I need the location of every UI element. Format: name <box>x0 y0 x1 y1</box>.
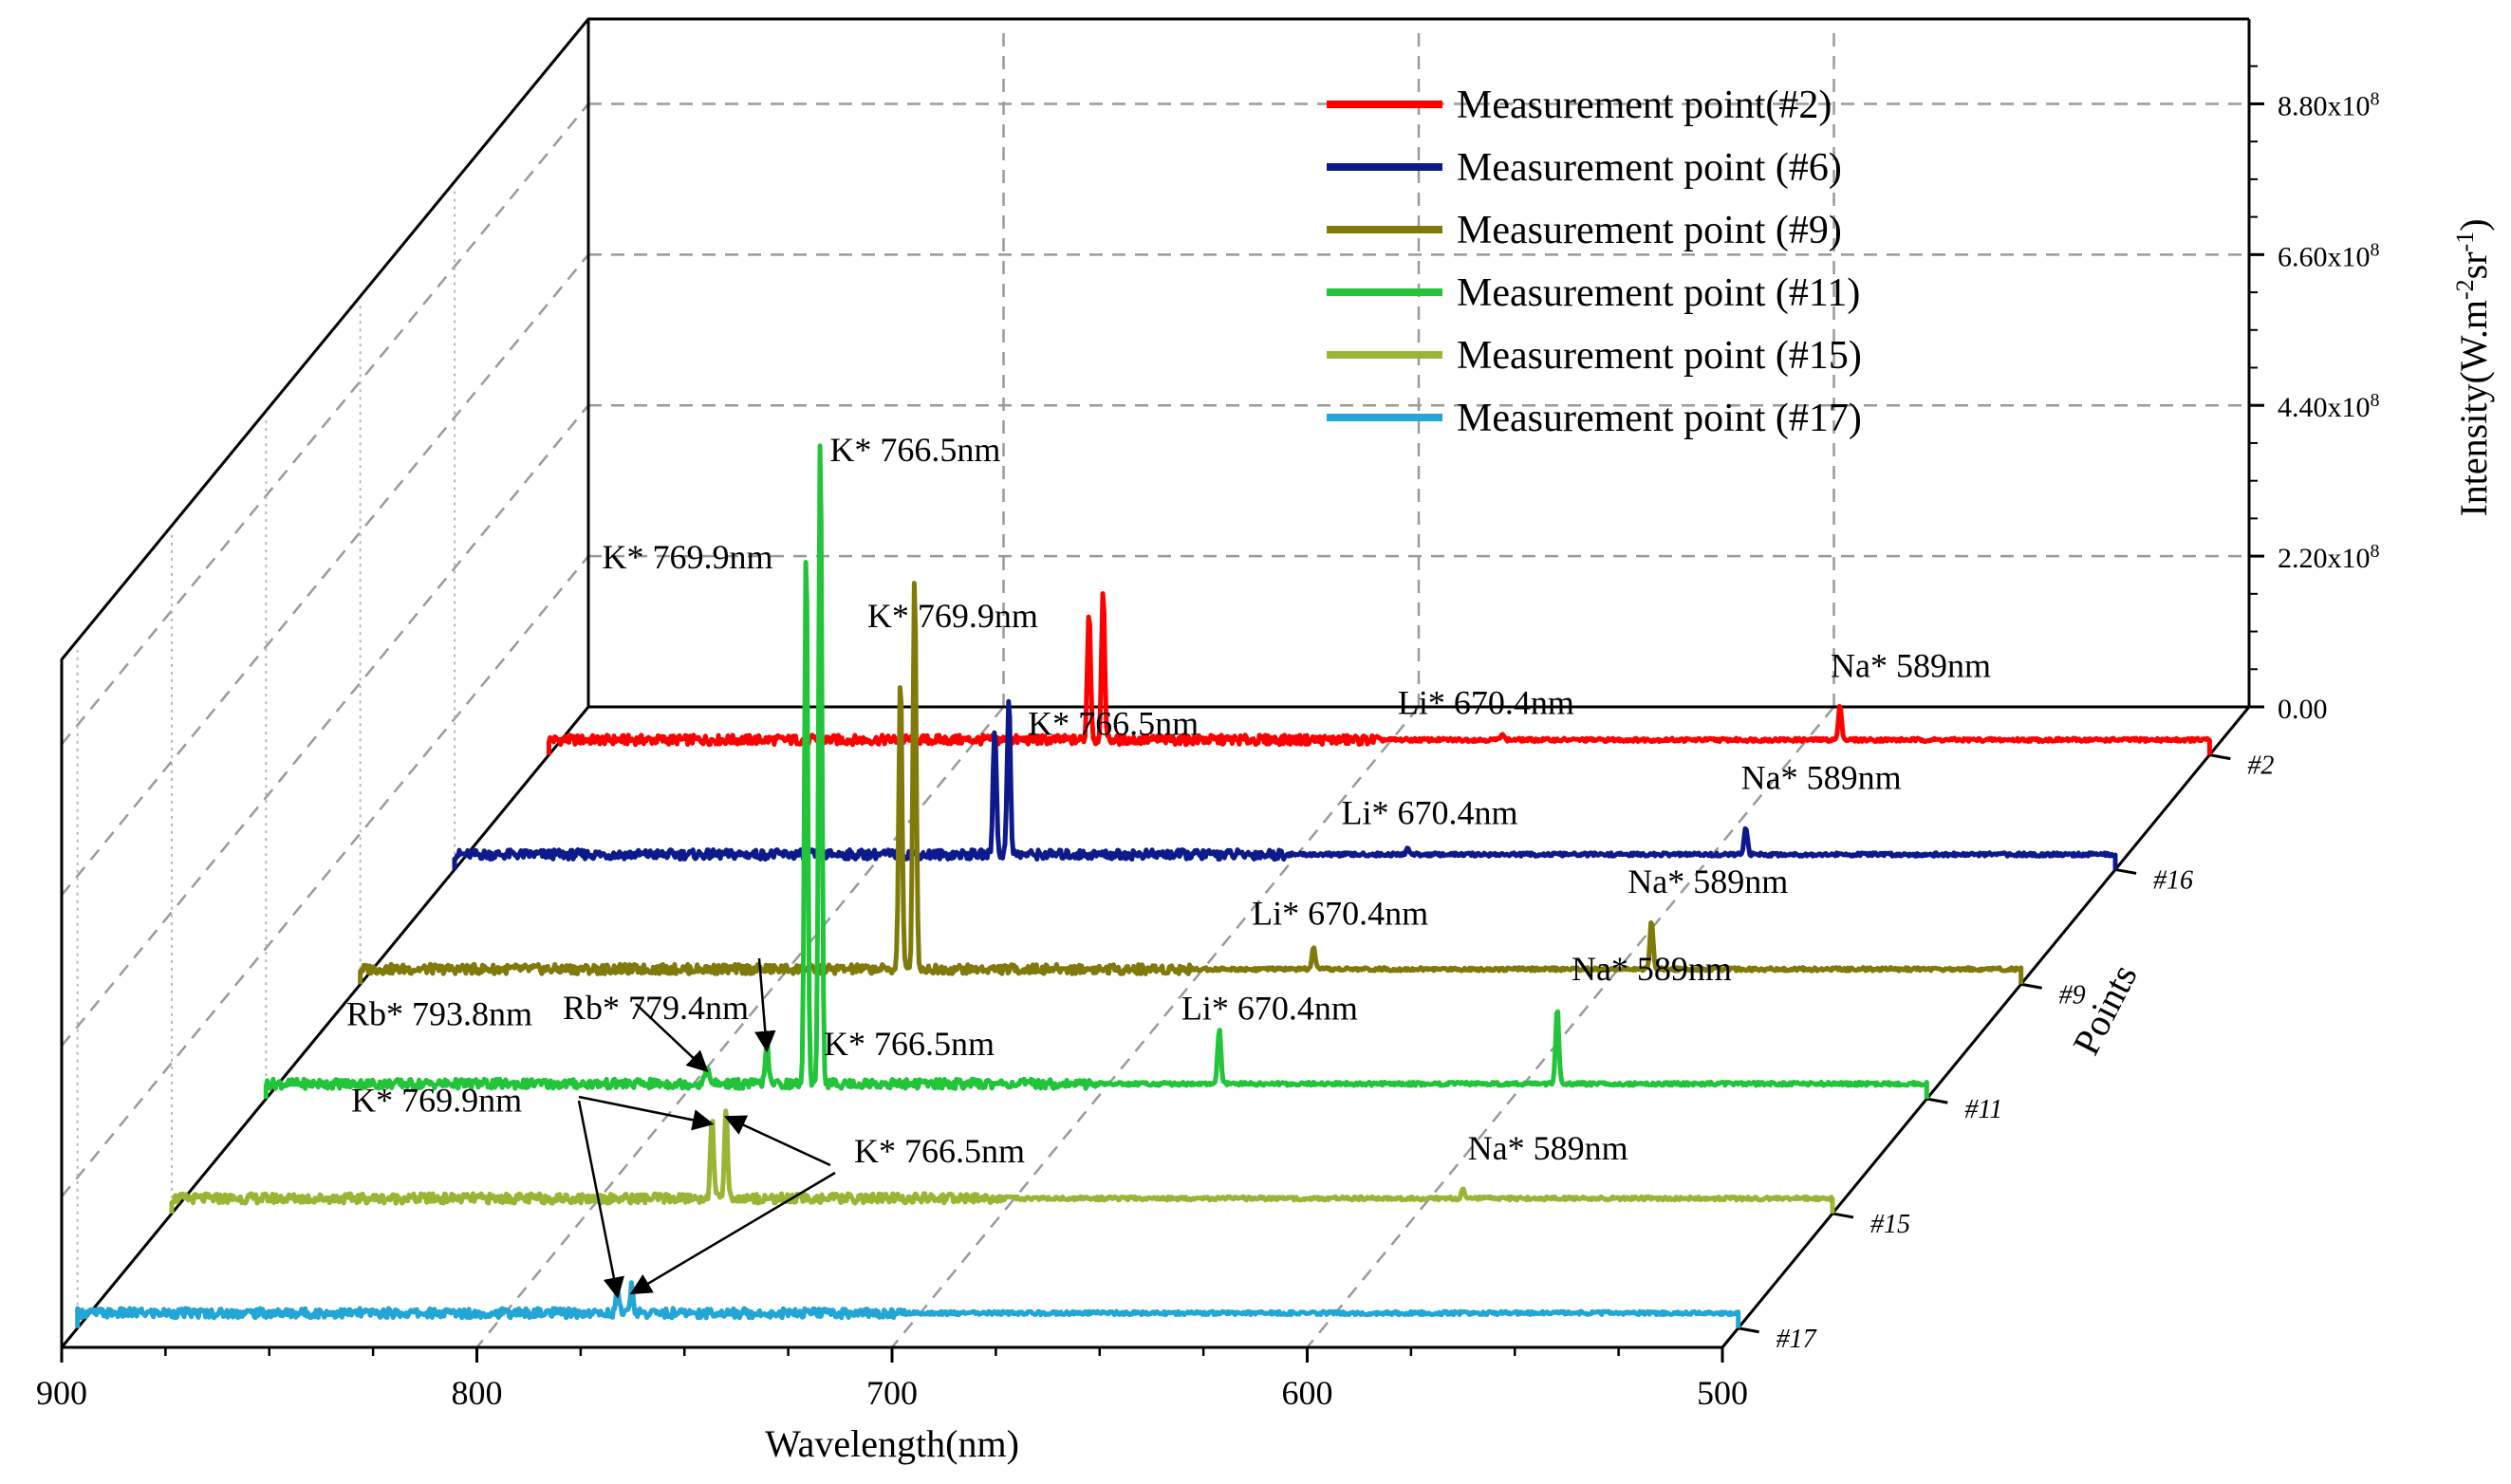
points-tick-label: #17 <box>1776 1325 1817 1354</box>
peak-annotation: K* 769.9nm <box>603 538 773 576</box>
floor-gridline <box>1306 706 1835 1348</box>
peak-annotation: Rb* 779.4nm <box>563 989 749 1027</box>
side-wall-gridline <box>61 555 589 1197</box>
points-tick-label: #15 <box>1870 1210 1910 1239</box>
series-line-3 <box>358 581 2024 985</box>
peak-annotation: Li* 670.4nm <box>1252 895 1428 933</box>
peak-annotation: Li* 670.4nm <box>1342 793 1518 831</box>
peak-annotation: K* 766.5nm <box>824 1025 995 1063</box>
x-axis-title: Wavelength(nm) <box>765 1422 1019 1465</box>
points-tick-mark <box>1926 1097 1948 1104</box>
arrow-rb-779 <box>754 957 776 1053</box>
points-tick-mark <box>2209 753 2231 761</box>
x-tick-label: 800 <box>452 1374 503 1412</box>
legend-label: Measurement point (#6) <box>1457 146 1842 190</box>
points-tick-label: #2 <box>2247 751 2274 781</box>
peak-annotation: Na* 589nm <box>1572 950 1732 988</box>
z-tick-label: 6.60x108 <box>2278 239 2380 272</box>
series-layer <box>75 443 2212 1328</box>
points-tick-label: #16 <box>2153 865 2193 895</box>
peak-annotation: Rb* 793.8nm <box>346 995 532 1033</box>
floor-gridline <box>891 706 1420 1348</box>
peak-annotation: K* 769.9nm <box>867 597 1038 635</box>
arrow-k766-17 <box>629 1171 836 1295</box>
series-line-1 <box>546 591 2212 755</box>
peak-annotation: Na* 589nm <box>1741 759 1902 797</box>
z-tick-label: 0.00 <box>2278 694 2328 725</box>
peak-annotation: Na* 589nm <box>1628 863 1788 900</box>
legend-label: Measurement point (#17) <box>1457 397 1862 440</box>
arrow-k766-15 <box>724 1115 831 1167</box>
peak-annotation: K* 769.9nm <box>351 1081 522 1119</box>
arrow-rb-793 <box>635 1003 709 1073</box>
legend-label: Measurement point (#9) <box>1457 209 1842 252</box>
points-tick-mark <box>1832 1212 1854 1219</box>
z-tick-label: 8.80x108 <box>2278 88 2380 121</box>
legend-label: Measurement point(#2) <box>1457 83 1832 127</box>
series-line-4 <box>263 443 1929 1100</box>
peak-annotation: Na* 589nm <box>1831 647 1991 685</box>
legend-label: Measurement point (#15) <box>1457 334 1862 378</box>
x-tick-label: 600 <box>1282 1374 1333 1412</box>
series-line-6 <box>75 1280 1741 1328</box>
side-wall-gridline <box>61 404 589 1048</box>
points-axis-line <box>1720 706 2251 1348</box>
x-tick-label: 500 <box>1697 1374 1748 1412</box>
points-tick-mark <box>1738 1326 1759 1334</box>
z-tick-label: 2.20x108 <box>2278 541 2380 574</box>
series-line-5 <box>169 1108 1835 1214</box>
peak-annotation: Na* 589nm <box>1468 1129 1628 1167</box>
peak-annotation: K* 766.5nm <box>1028 704 1199 742</box>
legend: Measurement point(#2) Measurement point (… <box>1327 83 1862 440</box>
x-tick-label: 900 <box>36 1374 87 1412</box>
peak-annotation: K* 766.5nm <box>854 1132 1025 1170</box>
axes-layer <box>60 17 2264 1363</box>
points-tick-mark <box>2020 982 2042 990</box>
arrow-k769-17 <box>577 1100 624 1299</box>
z-tick-label: 4.40x108 <box>2278 390 2380 423</box>
series-line-2 <box>452 698 2118 870</box>
points-tick-mark <box>2114 867 2137 875</box>
left-floor-edge <box>60 706 590 1348</box>
points-tick-label: #11 <box>1964 1095 2002 1124</box>
x-tick-label: 700 <box>866 1374 918 1412</box>
arrow-k769-15 <box>578 1095 715 1131</box>
box-frame-top <box>60 17 2249 1347</box>
labels-layer: 900 800 700 600 500 Wavelength(nm) 0.00 2.20x10… <box>36 88 2495 1465</box>
side-wall-gridline <box>61 102 589 746</box>
peak-annotation: Li* 670.4nm <box>1398 684 1574 722</box>
legend-label: Measurement point (#11) <box>1457 271 1860 315</box>
peak-annotation: K* 766.5nm <box>829 431 1000 469</box>
z-axis-title: Intensity(W.m-2sr-1) <box>2451 218 2496 516</box>
grid-layer <box>61 28 2251 1348</box>
peak-annotation: Li* 670.4nm <box>1181 989 1358 1027</box>
side-wall-gridline <box>61 253 589 897</box>
points-tick-label: #9 <box>2059 980 2086 1010</box>
